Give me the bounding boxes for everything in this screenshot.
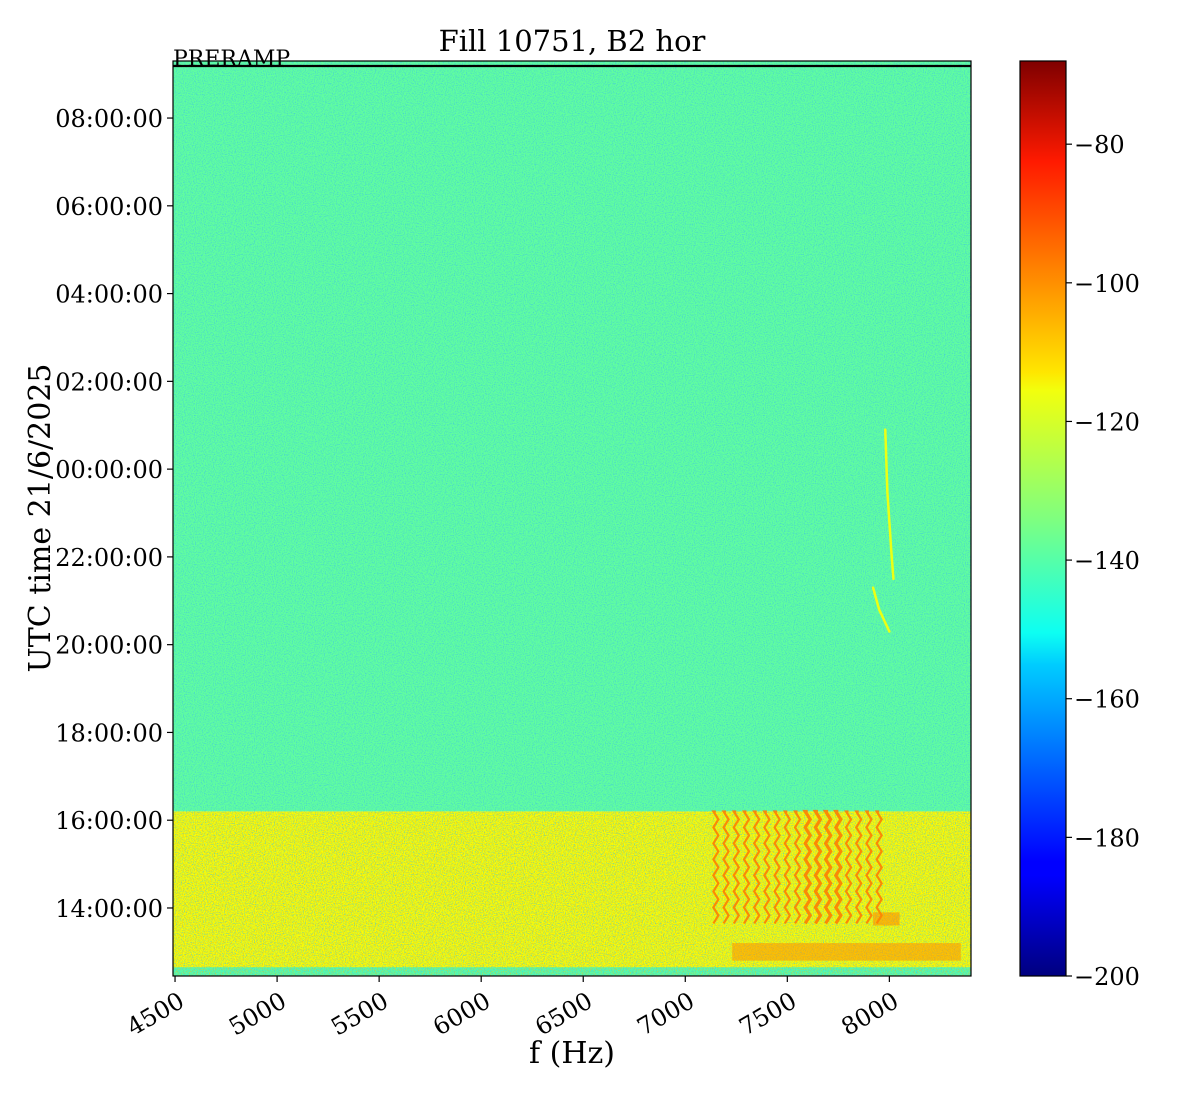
- colorbar-tick-label-6: −200: [1074, 963, 1140, 991]
- x-tick-label-5: 7000: [632, 987, 699, 1042]
- x-tick-label-6: 7500: [734, 987, 801, 1042]
- comb-line-13: [844, 810, 853, 925]
- comb-line-11: [822, 809, 833, 925]
- colorbar: [1019, 60, 1067, 977]
- y-tick-label-6: 02:00:00: [55, 368, 163, 396]
- comb-line-14: [854, 810, 863, 925]
- colorbar-tick-label-1: −100: [1074, 270, 1140, 298]
- y-axis-label: UTC time 21/6/2025: [23, 364, 58, 673]
- y-tick-label-7: 04:00:00: [55, 281, 163, 309]
- plot-frame: [172, 60, 972, 977]
- comb-line-9: [802, 809, 813, 925]
- y-tick-label-8: 06:00:00: [55, 193, 163, 221]
- colorbar-tick-label-2: −120: [1074, 408, 1140, 436]
- x-tick-label-4: 6500: [530, 987, 597, 1042]
- y-tick-label-0: 14:00:00: [55, 895, 163, 923]
- trace-0: [871, 586, 891, 633]
- comb-line-1: [721, 810, 730, 925]
- y-tick-label-2: 18:00:00: [55, 719, 163, 747]
- comb-line-6: [772, 810, 781, 925]
- x-axis-label: f (Hz): [529, 1036, 615, 1071]
- x-tick-label-2: 5500: [326, 987, 393, 1042]
- comb-line-8: [793, 810, 802, 925]
- comb-line-0: [711, 810, 720, 925]
- trace-1: [884, 428, 895, 581]
- colorbar-tick-label-5: −180: [1074, 824, 1140, 852]
- y-tick-label-5: 00:00:00: [55, 456, 163, 484]
- comb-line-3: [742, 810, 751, 925]
- comb-line-16: [874, 810, 883, 925]
- x-tick-label-1: 5000: [224, 987, 291, 1042]
- comb-line-4: [752, 810, 761, 925]
- x-tick-label-0: 4500: [122, 987, 189, 1042]
- comb-line-5: [762, 810, 771, 925]
- colorbar-ticks: −80 −100 −120 −140 −160 −180 −200: [1066, 131, 1140, 991]
- band-line-2: [873, 912, 900, 926]
- colorbar-tick-label-4: −160: [1074, 686, 1140, 714]
- comb-line-15: [864, 810, 873, 925]
- y-tick-label-1: 16:00:00: [55, 807, 163, 835]
- comb-line-2: [731, 810, 741, 925]
- comb-line-10: [812, 809, 823, 925]
- heatmap-plot-area: [173, 61, 971, 976]
- x-tick-label-7: 8000: [836, 987, 903, 1042]
- comb-line-7: [782, 810, 792, 925]
- colorbar-tick-label-3: −140: [1074, 547, 1140, 575]
- preramp-label: PRERAMP: [173, 47, 290, 72]
- x-tick-label-3: 6000: [428, 987, 495, 1042]
- band-line-1: [732, 943, 961, 961]
- heatmap-traces: [871, 428, 895, 633]
- y-tick-label-3: 20:00:00: [55, 632, 163, 660]
- heatmap-lines: [711, 809, 961, 961]
- y-tick-label-4: 22:00:00: [55, 544, 163, 572]
- comb-line-12: [832, 809, 843, 925]
- y-axis: 14:00:00 16:00:00 18:00:00 20:00:00 22:00:00…: [55, 105, 173, 923]
- x-axis: 4500 5000 5500 6000 6500 7000 7500 8000: [122, 976, 903, 1041]
- colorbar-tick-label-0: −80: [1074, 131, 1125, 159]
- chart-title: Fill 10751, B2 hor: [439, 24, 706, 58]
- y-tick-label-9: 08:00:00: [55, 105, 163, 133]
